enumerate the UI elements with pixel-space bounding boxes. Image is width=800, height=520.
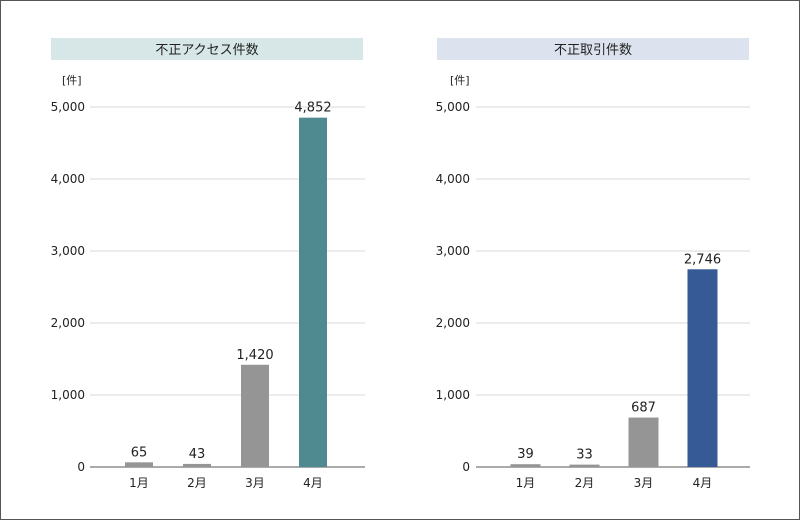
chart-2-y-tick-label-5: 5,000 [436, 100, 470, 114]
chart-2-y-tick-label-3: 3,000 [436, 244, 470, 258]
chart-2-value-label-2: 33 [576, 448, 593, 463]
chart-2-bar-4 [687, 269, 718, 467]
chart-1-value-label-4: 4,852 [294, 101, 331, 116]
chart-1-bar-3 [241, 364, 269, 467]
chart-1-y-tick-label-5: 5,000 [51, 100, 85, 114]
chart-2-category-label-3: 3月 [634, 476, 654, 490]
chart-2-title-background [437, 38, 749, 60]
chart-2-category-label-2: 2月 [575, 476, 595, 490]
chart-2-y-tick-label-2: 2,000 [436, 316, 470, 330]
chart-1-bar-1 [125, 462, 153, 467]
chart-1-title-background [51, 38, 363, 60]
chart-1-category-label-2: 2月 [187, 476, 207, 490]
chart-1-value-label-2: 43 [189, 447, 206, 462]
chart-2-bar-3 [628, 417, 659, 467]
chart-1-value-label-1: 65 [131, 445, 148, 460]
chart-2-y-tick-label-4: 4,000 [436, 172, 470, 186]
chart-1-bars [125, 117, 327, 467]
chart-2-category-label-1: 1月 [516, 476, 536, 490]
chart-1-category-labels: 1月 2月 3月 4月 [129, 476, 323, 490]
chart-2-bar-2 [569, 464, 600, 467]
chart-2-value-labels: 39 33 687 2,746 [517, 252, 721, 462]
chart-fraudulent-transactions: 不正取引件数 [件] 0 1,000 2,000 3,000 4,000 5,000 39… [436, 38, 750, 490]
chart-1-value-labels: 65 43 1,420 4,852 [131, 101, 332, 462]
chart-2-y-ticks: 0 1,000 2,000 3,000 4,000 5,000 [436, 100, 470, 474]
chart-2-y-tick-label-1: 1,000 [436, 388, 470, 402]
chart-1-y-tick-label-1: 1,000 [51, 388, 85, 402]
chart-1-unit-label: [件] [62, 74, 82, 87]
chart-1-y-tick-label-3: 3,000 [51, 244, 85, 258]
chart-1-y-ticks: 0 1,000 2,000 3,000 4,000 5,000 [51, 100, 85, 474]
chart-2-bars [510, 269, 718, 467]
chart-1-category-label-4: 4月 [303, 476, 323, 490]
chart-2-category-labels: 1月 2月 3月 4月 [516, 476, 713, 490]
chart-1-bar-2 [183, 463, 211, 467]
chart-2-value-label-3: 687 [631, 401, 656, 416]
chart-2-value-label-4: 2,746 [684, 252, 721, 267]
chart-2-y-tick-label-0: 0 [462, 460, 470, 474]
chart-2-unit-label: [件] [450, 74, 470, 87]
chart-1-category-label-3: 3月 [245, 476, 265, 490]
chart-unauthorized-access: 不正アクセス件数 [件] 01,0002,0003,0004,0005,000 … [51, 38, 365, 490]
chart-1-category-label-1: 1月 [129, 476, 149, 490]
chart-2-bar-1 [510, 464, 541, 467]
chart-2-title: 不正取引件数 [554, 43, 632, 58]
chart-2-category-label-4: 4月 [693, 476, 713, 490]
chart-1-y-tick-label-2: 2,000 [51, 316, 85, 330]
chart-1-y-tick-label-4: 4,000 [51, 172, 85, 186]
chart-2-value-label-1: 39 [517, 447, 534, 462]
chart-1-value-label-3: 1,420 [236, 348, 273, 363]
chart-1-bar-4 [299, 117, 327, 467]
chart-1-y-tick-label-0: 0 [77, 460, 85, 474]
chart-1-title: 不正アクセス件数 [155, 43, 258, 58]
